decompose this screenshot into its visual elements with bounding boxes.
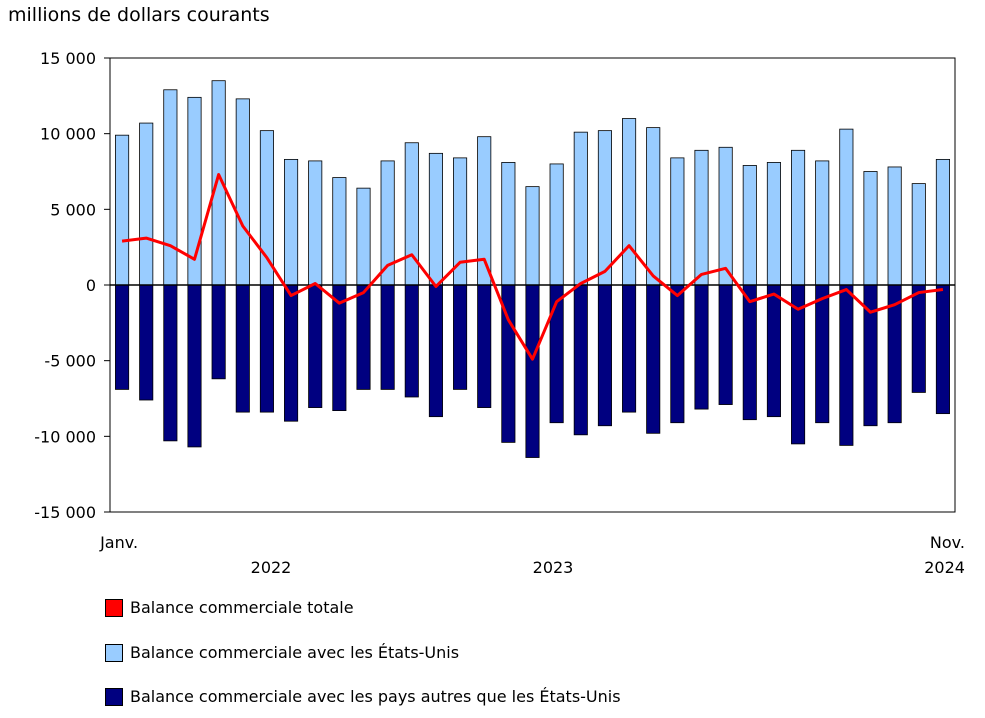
bar-us [404, 142, 419, 286]
bar-non-us [259, 284, 274, 413]
bar-us [863, 171, 878, 286]
legend-label-total: Balance commerciale totale [130, 598, 354, 617]
bar-non-us [525, 284, 540, 458]
y-tick-label: -5 000 [44, 352, 96, 371]
bar-non-us [573, 284, 588, 436]
bar-us [839, 128, 854, 286]
bar-non-us [235, 284, 250, 413]
bar-non-us [670, 284, 685, 424]
bar-non-us [839, 284, 854, 446]
bar-us [115, 134, 130, 286]
y-tick-label: 5 000 [50, 200, 96, 219]
bar-us [670, 157, 685, 286]
year-label-2022: 2022 [251, 558, 292, 577]
bar-non-us [308, 284, 323, 408]
bar-us [646, 127, 661, 286]
bar-us [815, 160, 830, 286]
bar-non-us [911, 284, 926, 393]
y-tick-label: 15 000 [40, 49, 96, 68]
legend-item-non-us: Balance commerciale avec les pays autres… [105, 687, 621, 706]
year-label-2024: 2024 [924, 558, 965, 577]
legend-label-us: Balance commerciale avec les États-Unis [130, 643, 460, 662]
bar-non-us [139, 284, 154, 401]
bar-non-us [477, 284, 492, 408]
bar-non-us [404, 284, 419, 398]
bar-non-us [356, 284, 371, 390]
bar-non-us [284, 284, 299, 422]
bar-us [597, 130, 612, 286]
y-tick-label: 10 000 [40, 125, 96, 144]
bar-us [259, 130, 274, 286]
bar-us [356, 187, 371, 286]
bar-non-us [646, 284, 661, 434]
x-label-start: Janv. [99, 533, 138, 552]
legend-swatch-total [105, 598, 123, 617]
legend-swatch-non-us [105, 687, 123, 706]
bar-non-us [549, 284, 564, 424]
bar-us [694, 149, 709, 286]
bar-non-us [935, 284, 950, 415]
y-axis-unit-label: millions de dollars courants [8, 4, 270, 26]
bar-non-us [163, 284, 178, 442]
bar-us [139, 122, 154, 286]
legend-item-total: Balance commerciale totale [105, 598, 354, 617]
bar-us [163, 89, 178, 286]
y-tick-label: -10 000 [34, 427, 96, 446]
bar-us [428, 152, 443, 286]
bar-us [525, 186, 540, 286]
bar-non-us [428, 284, 443, 418]
bar-us [501, 162, 516, 286]
bar-us [766, 162, 781, 286]
bar-us [284, 158, 299, 286]
bar-us [573, 131, 588, 286]
bar-non-us [766, 284, 781, 418]
y-tick-label: 0 [86, 276, 96, 295]
bar-non-us [453, 284, 468, 390]
bar-us [791, 149, 806, 286]
bar-non-us [380, 284, 395, 390]
chart-svg: 15 000 10 000 5 000 0 -5 000 -10 000 -15 000Ja… [34, 49, 965, 577]
year-label-2023: 2023 [533, 558, 574, 577]
bar-non-us [597, 284, 612, 427]
bar-us [622, 118, 637, 286]
bar-us [935, 158, 950, 286]
bar-us [887, 166, 902, 286]
bar-non-us [742, 284, 757, 421]
bar-us [742, 165, 757, 286]
bar-us [911, 183, 926, 286]
bar-us [235, 98, 250, 286]
bar-non-us [115, 284, 130, 390]
x-label-end: Nov. [930, 533, 965, 552]
bar-non-us [694, 284, 709, 410]
y-tick-label: -15 000 [34, 503, 96, 522]
bar-us [308, 160, 323, 286]
bar-non-us [815, 284, 830, 424]
bar-us [718, 146, 733, 286]
bar-non-us [718, 284, 733, 405]
legend-label-non-us: Balance commerciale avec les pays autres… [130, 687, 621, 706]
bar-us [332, 177, 347, 286]
bar-us [549, 163, 564, 286]
legend-swatch-us [105, 643, 123, 662]
bar-non-us [211, 284, 226, 380]
bar-non-us [622, 284, 637, 413]
legend-item-us: Balance commerciale avec les États-Unis [105, 643, 459, 662]
bar-non-us [187, 284, 202, 448]
